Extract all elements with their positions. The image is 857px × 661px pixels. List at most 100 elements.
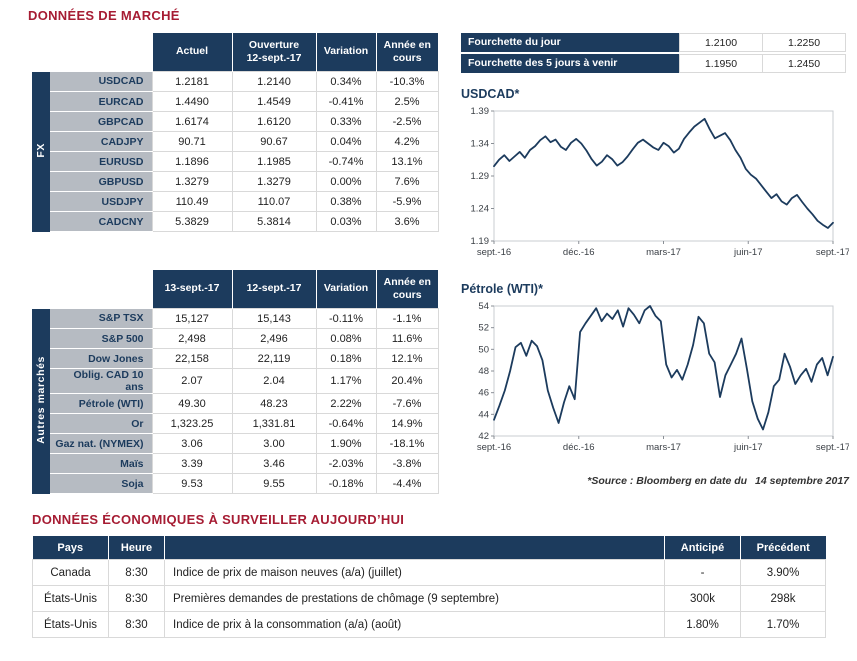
cell-value: 0.08%: [315, 328, 377, 349]
table-row: Canada 8:30 Indice de prix de maison neuve…: [32, 559, 826, 586]
cell-value: -7.6%: [375, 393, 439, 414]
table-row: GBPUSD 1.3279 1.3279 0.00% 7.6%: [32, 171, 439, 192]
cell-value: -4.4%: [375, 473, 439, 494]
cell-value: 13.1%: [375, 151, 439, 172]
svg-text:mars-17: mars-17: [646, 442, 681, 453]
row-label: Oblig. CAD 10 ans: [50, 368, 152, 394]
cell-value: 1.2181: [151, 71, 233, 92]
fx-table: Actuel Ouverture 12-sept.-17 Variation Année…: [32, 33, 439, 232]
svg-text:52: 52: [478, 323, 489, 334]
group-label: Autres marchés: [32, 308, 50, 494]
table-row: CADJPY 90.71 90.67 0.04% 4.2%: [32, 131, 439, 152]
table-row: EURUSD 1.1896 1.1985 -0.74% 13.1%: [32, 151, 439, 172]
table-row: Maïs 3.39 3.46 -2.03% -3.8%: [32, 453, 439, 474]
cell-value: 0.04%: [315, 131, 377, 152]
row-label: CADJPY: [50, 131, 152, 152]
cell-value: 8:30: [108, 611, 165, 638]
cell-value: 1.4549: [231, 91, 317, 112]
cell-value: 1.3279: [231, 171, 317, 192]
table-row: GBPCAD 1.6174 1.6120 0.33% -2.5%: [32, 111, 439, 132]
market-data-title: DONNÉES DE MARCHÉ: [28, 8, 180, 23]
five-day-range-low: 1.1950: [679, 54, 763, 73]
cell-value: 1.4490: [151, 91, 233, 112]
cell-value: 49.30: [151, 393, 233, 414]
economic-section: DONNÉES ÉCONOMIQUES À SURVEILLER AUJOURD…: [32, 512, 826, 638]
day-range-high: 1.2250: [763, 33, 846, 52]
cell-value: 4.2%: [375, 131, 439, 152]
table-row: Autres marchés S&P TSX 15,127 15,143 -0.11% -…: [32, 308, 439, 494]
row-label: Gaz nat. (NYMEX): [50, 433, 152, 454]
cell-value: 0.34%: [315, 71, 377, 92]
svg-text:1.24: 1.24: [471, 204, 490, 215]
svg-text:juin-17: juin-17: [733, 247, 763, 258]
table-row: USDJPY 110.49 110.07 0.38% -5.9%: [32, 191, 439, 212]
table-row: Pétrole (WTI) 49.30 48.23 2.22% -7.6%: [32, 393, 439, 414]
table-row: FX USDCAD 1.2181 1.2140 0.34% -10.3%: [32, 71, 439, 232]
row-label: USDCAD: [50, 71, 152, 92]
row-label: S&P TSX: [50, 308, 152, 329]
cell-value: Canada: [32, 559, 109, 586]
cell-value: 8:30: [108, 559, 165, 586]
svg-text:46: 46: [478, 388, 489, 399]
cell-value: 2,498: [151, 328, 233, 349]
event-description: Indice de prix de maison neuves (a/a) (j…: [164, 559, 665, 586]
cell-value: 20.4%: [375, 368, 439, 394]
cell-value: 11.6%: [375, 328, 439, 349]
column-header: 13-sept.-17: [151, 270, 232, 309]
cell-value: 0.38%: [315, 191, 377, 212]
cell-value: 5.3829: [151, 211, 233, 232]
header-spacer: [32, 33, 152, 72]
cell-value: 2.22%: [315, 393, 377, 414]
column-header: 12-sept.-17: [231, 270, 316, 309]
svg-text:sept.-17: sept.-17: [816, 247, 849, 258]
cell-value: -0.41%: [315, 91, 377, 112]
fx-header-row: Actuel Ouverture 12-sept.-17 Variation Année…: [32, 33, 438, 72]
cell-value: 7.6%: [375, 171, 439, 192]
svg-text:mars-17: mars-17: [646, 247, 681, 258]
tables-column: Actuel Ouverture 12-sept.-17 Variation Année…: [32, 33, 439, 494]
cell-value: 15,127: [151, 308, 233, 329]
cell-value: États-Unis: [32, 611, 109, 638]
svg-text:54: 54: [478, 301, 489, 312]
table-row: Dow Jones 22,158 22,119 0.18% 12.1%: [32, 348, 439, 369]
five-day-range-high: 1.2450: [763, 54, 846, 73]
economic-table: Pays Heure Anticipé Précédent Canada 8:30 Ind…: [32, 536, 826, 638]
row-label: GBPCAD: [50, 111, 152, 132]
cell-value: 0.18%: [315, 348, 377, 369]
cell-value: 0.33%: [315, 111, 377, 132]
usdcad-range-box: Fourchette du jour 1.2100 1.2250 Fourche…: [461, 33, 849, 73]
row-label: USDJPY: [50, 191, 152, 212]
chart-line: [493, 117, 834, 229]
cell-value: 2,496: [231, 328, 317, 349]
column-header: Variation: [315, 33, 376, 72]
econ-header-row: Pays Heure Anticipé Précédent: [32, 536, 826, 560]
row-label: CADCNY: [50, 211, 152, 232]
svg-text:1.34: 1.34: [471, 139, 490, 150]
table-row: S&P 500 2,498 2,496 0.08% 11.6%: [32, 328, 439, 349]
economic-data-title: DONNÉES ÉCONOMIQUES À SURVEILLER AUJOURD…: [32, 512, 405, 527]
cell-value: 3.6%: [375, 211, 439, 232]
column-header: Anticipé: [664, 536, 741, 560]
other-markets-table: 13-sept.-17 12-sept.-17 Variation Année en c…: [32, 270, 439, 494]
source-date: 14 septembre 2017: [755, 475, 849, 487]
event-description: Indice de prix à la consommation (a/a) (…: [164, 611, 665, 638]
charts-column: Fourchette du jour 1.2100 1.2250 Fourche…: [461, 33, 850, 487]
column-header: [164, 536, 665, 560]
column-header: Précédent: [740, 536, 826, 560]
markets-header-row: 13-sept.-17 12-sept.-17 Variation Année en c…: [32, 270, 438, 309]
svg-text:juin-17: juin-17: [733, 442, 763, 453]
svg-text:déc.-16: déc.-16: [563, 442, 595, 453]
table-row: Soja 9.53 9.55 -0.18% -4.4%: [32, 473, 439, 494]
cell-value: 90.67: [231, 131, 317, 152]
cell-value: -2.03%: [315, 453, 377, 474]
cell-value: -10.3%: [375, 71, 439, 92]
row-label: Maïs: [50, 453, 152, 474]
cell-value: 1.90%: [315, 433, 377, 454]
day-range-row: Fourchette du jour 1.2100 1.2250: [461, 33, 849, 52]
table-row: CADCNY 5.3829 5.3814 0.03% 3.6%: [32, 211, 439, 232]
cell-value: 22,158: [151, 348, 233, 369]
column-header: Ouverture 12-sept.-17: [231, 33, 316, 72]
cell-value: 3.00: [231, 433, 317, 454]
column-header: Année en cours: [375, 270, 438, 309]
cell-value: 0.03%: [315, 211, 377, 232]
